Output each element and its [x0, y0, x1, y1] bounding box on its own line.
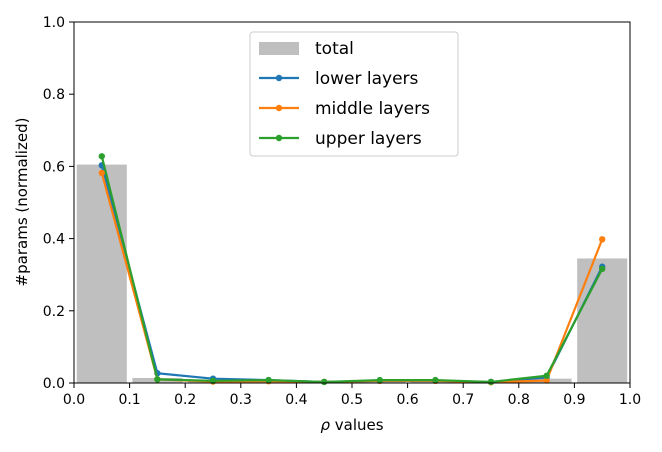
upper-layers-point-4 [321, 378, 328, 386]
middle-layers-point-8 [543, 377, 550, 384]
upper-layers-point-3 [265, 376, 272, 384]
x-axis: 0.0 0.1 0.2 0.3 0.4 0.5 0.6 0.7 0.8 0.9 1.0 [63, 383, 641, 408]
x-tick-label-7: 0.7 [452, 392, 474, 408]
legend-label-middle-layers: middle layers [315, 99, 430, 119]
upper-layers-line [100, 156, 604, 384]
x-tick-label-2: 0.2 [174, 392, 196, 408]
y-tick-label-4: 0.8 [43, 87, 65, 103]
legend-swatch-total [259, 42, 299, 55]
x-tick-label-8: 0.8 [508, 392, 530, 408]
middle-layers-line [100, 172, 604, 384]
legend-label-total: total [315, 39, 354, 59]
legend-marker-upper-layers [275, 134, 283, 142]
upper-layers-point-2 [209, 377, 217, 385]
upper-layers-point-5 [376, 376, 383, 384]
middle-layers-point-0 [98, 169, 106, 177]
legend-label-upper-layers: upper layers [315, 129, 422, 149]
upper-layers-point-0 [98, 153, 106, 160]
legend-label-lower-layers: lower layers [315, 69, 419, 89]
y-tick-label-2: 0.4 [43, 232, 65, 248]
histogram-bars [76, 164, 628, 383]
y-tick-label-1: 0.2 [43, 304, 65, 320]
legend: total lower layers middle layers upper laye… [249, 31, 459, 157]
x-tick-label-1: 0.1 [118, 392, 140, 408]
y-tick-label-0: 0.0 [43, 376, 65, 392]
legend-marker-middle-layers [275, 104, 283, 112]
x-tick-label-0: 0.0 [63, 392, 85, 408]
y-axis: 0.0 0.2 0.4 0.6 0.8 1.0 [43, 15, 74, 392]
upper-layers-point-6 [432, 376, 439, 384]
x-tick-label-9: 0.9 [563, 392, 585, 408]
upper-layers-point-8 [543, 372, 550, 379]
upper-layers-point-7 [487, 378, 495, 386]
x-tick-label-5: 0.5 [341, 392, 363, 408]
y-tick-label-3: 0.6 [43, 159, 65, 175]
legend-box [249, 31, 459, 157]
x-tick-label-3: 0.3 [230, 392, 252, 408]
upper-layers-point-1 [154, 376, 161, 383]
upper-layers-point-9 [599, 265, 606, 273]
lower-layers-line [100, 165, 604, 384]
x-axis-label-symbol: ρ [320, 416, 330, 434]
total-bar-9 [577, 258, 628, 383]
legend-marker-lower-layers [275, 74, 283, 82]
x-tick-label-6: 0.6 [396, 392, 418, 408]
x-tick-label-4: 0.4 [285, 392, 307, 408]
x-axis-label: ρ values [320, 416, 383, 434]
series-lines [98, 153, 606, 386]
y-tick-label-5: 1.0 [43, 15, 65, 31]
y-axis-label: #params (normalized) [13, 118, 31, 287]
total-bar-0 [76, 164, 127, 383]
x-tick-label-10: 1.0 [619, 392, 641, 408]
middle-layers-point-9 [599, 236, 606, 243]
x-axis-label-text: values [330, 416, 384, 434]
